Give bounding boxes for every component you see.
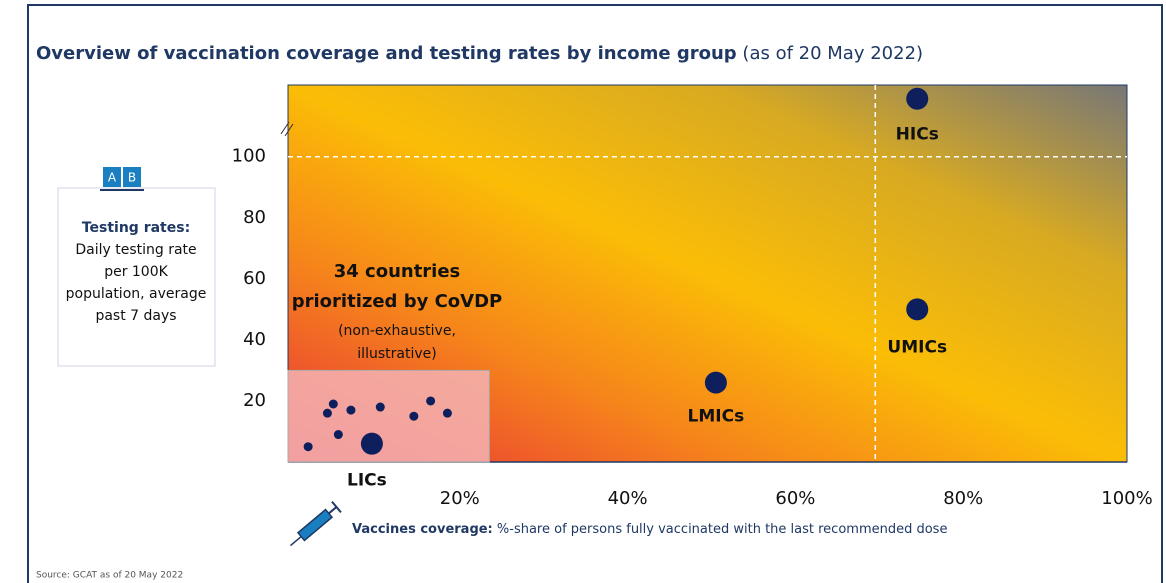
highlight-box (287, 369, 490, 463)
annotation-note: (non-exhaustive, (338, 323, 456, 339)
y-tick-label: 100 (232, 146, 266, 167)
point (704, 371, 727, 394)
title: Overview of vaccination coverage and tes… (36, 43, 737, 64)
point (906, 298, 929, 321)
xlabel-title: Vaccines coverage: (352, 522, 493, 537)
ylabel-line: Daily testing rate (75, 242, 196, 258)
lic-dot (409, 411, 419, 421)
annotation-title: 34 countries (334, 261, 461, 282)
x-tick-label: 40% (608, 488, 648, 509)
svg-text:B: B (128, 171, 136, 185)
lic-dot (426, 396, 436, 406)
ylabel-line: per 100K (104, 264, 168, 280)
ylabel-line: population, average (66, 286, 207, 302)
point-label: HICs (896, 125, 939, 145)
syringe-icon (290, 500, 342, 547)
x-tick-label: 60% (775, 488, 815, 509)
lic-dot (442, 408, 452, 418)
x-tick-label: 100% (1101, 488, 1152, 509)
y-tick-label: 20 (243, 390, 266, 411)
y-tick-label: 40 (243, 329, 266, 350)
lic-dot (328, 399, 338, 409)
point (906, 87, 929, 110)
point-label: LMICs (688, 407, 745, 427)
point-label: UMICs (887, 337, 947, 357)
point (360, 432, 383, 455)
lic-dot (346, 405, 356, 415)
lic-dot (333, 430, 343, 440)
chart-title: Overview of vaccination coverage and tes… (36, 43, 923, 64)
source: Source: GCAT as of 20 May 2022 (36, 571, 183, 581)
lic-dot (303, 442, 313, 452)
ylabel-title: Testing rates: (82, 220, 190, 236)
xlabel: Vaccines coverage: %-share of persons fu… (352, 522, 947, 537)
y-tick-label: 60 (243, 268, 266, 289)
lic-dot (322, 408, 332, 418)
annotation-note: illustrative) (357, 346, 436, 362)
y-tick-label: 80 (243, 207, 266, 228)
book-icon: A B (100, 167, 144, 191)
svg-text:A: A (108, 171, 117, 185)
xlabel-text: %-share of persons fully vaccinated with… (497, 522, 948, 537)
ylabel-box (57, 187, 216, 367)
ylabel-lines: Daily testing rate per 100K population, av… (66, 242, 207, 324)
frame (27, 4, 1163, 583)
annotation-title: prioritized by CoVDP (292, 291, 502, 312)
axis-break (284, 123, 294, 137)
subtitle: (as of 20 May 2022) (742, 43, 923, 64)
ylabel-line: past 7 days (95, 308, 176, 324)
point-label: LICs (347, 471, 387, 491)
axis-break (280, 121, 290, 135)
x-tick-label: 80% (943, 488, 983, 509)
lic-dot (375, 402, 385, 412)
x-tick-label: 20% (440, 488, 480, 509)
